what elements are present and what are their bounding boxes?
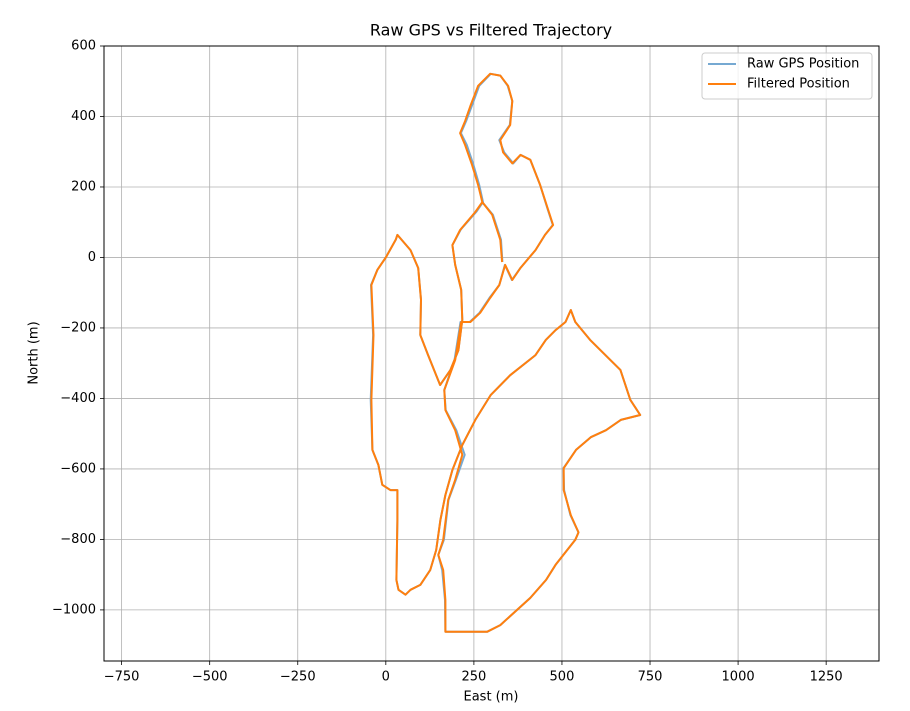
x-axis-label: East (m): [464, 690, 519, 705]
x-tick-label: 750: [638, 670, 663, 685]
x-tick-label: 500: [550, 670, 575, 685]
y-tick-label: 0: [88, 250, 96, 265]
y-tick-label: −800: [60, 532, 96, 547]
y-tick-label: −200: [60, 320, 96, 335]
y-tick-label: −400: [60, 391, 96, 406]
chart-title: Raw GPS vs Filtered Trajectory: [370, 21, 612, 40]
x-tick-label: 250: [461, 670, 486, 685]
trajectory-line: [370, 72, 642, 633]
y-tick-label: 200: [71, 179, 96, 194]
y-tick-label: −1000: [52, 602, 96, 617]
plot-frame: [103, 45, 880, 662]
y-tick-label: 400: [71, 109, 96, 124]
legend-label: Filtered Position: [747, 77, 850, 92]
x-tick-label: 1250: [810, 670, 843, 685]
legend-label: Raw GPS Position: [747, 57, 859, 72]
y-tick-label: 600: [71, 39, 96, 54]
x-tick-label: −750: [104, 670, 140, 685]
x-tick-label: 0: [382, 670, 390, 685]
x-tick-label: 1000: [722, 670, 755, 685]
legend-box: [701, 52, 873, 100]
x-tick-label: −250: [280, 670, 316, 685]
y-tick-label: −600: [60, 461, 96, 476]
x-tick-label: −500: [192, 670, 228, 685]
y-axis-label: North (m): [27, 321, 42, 384]
